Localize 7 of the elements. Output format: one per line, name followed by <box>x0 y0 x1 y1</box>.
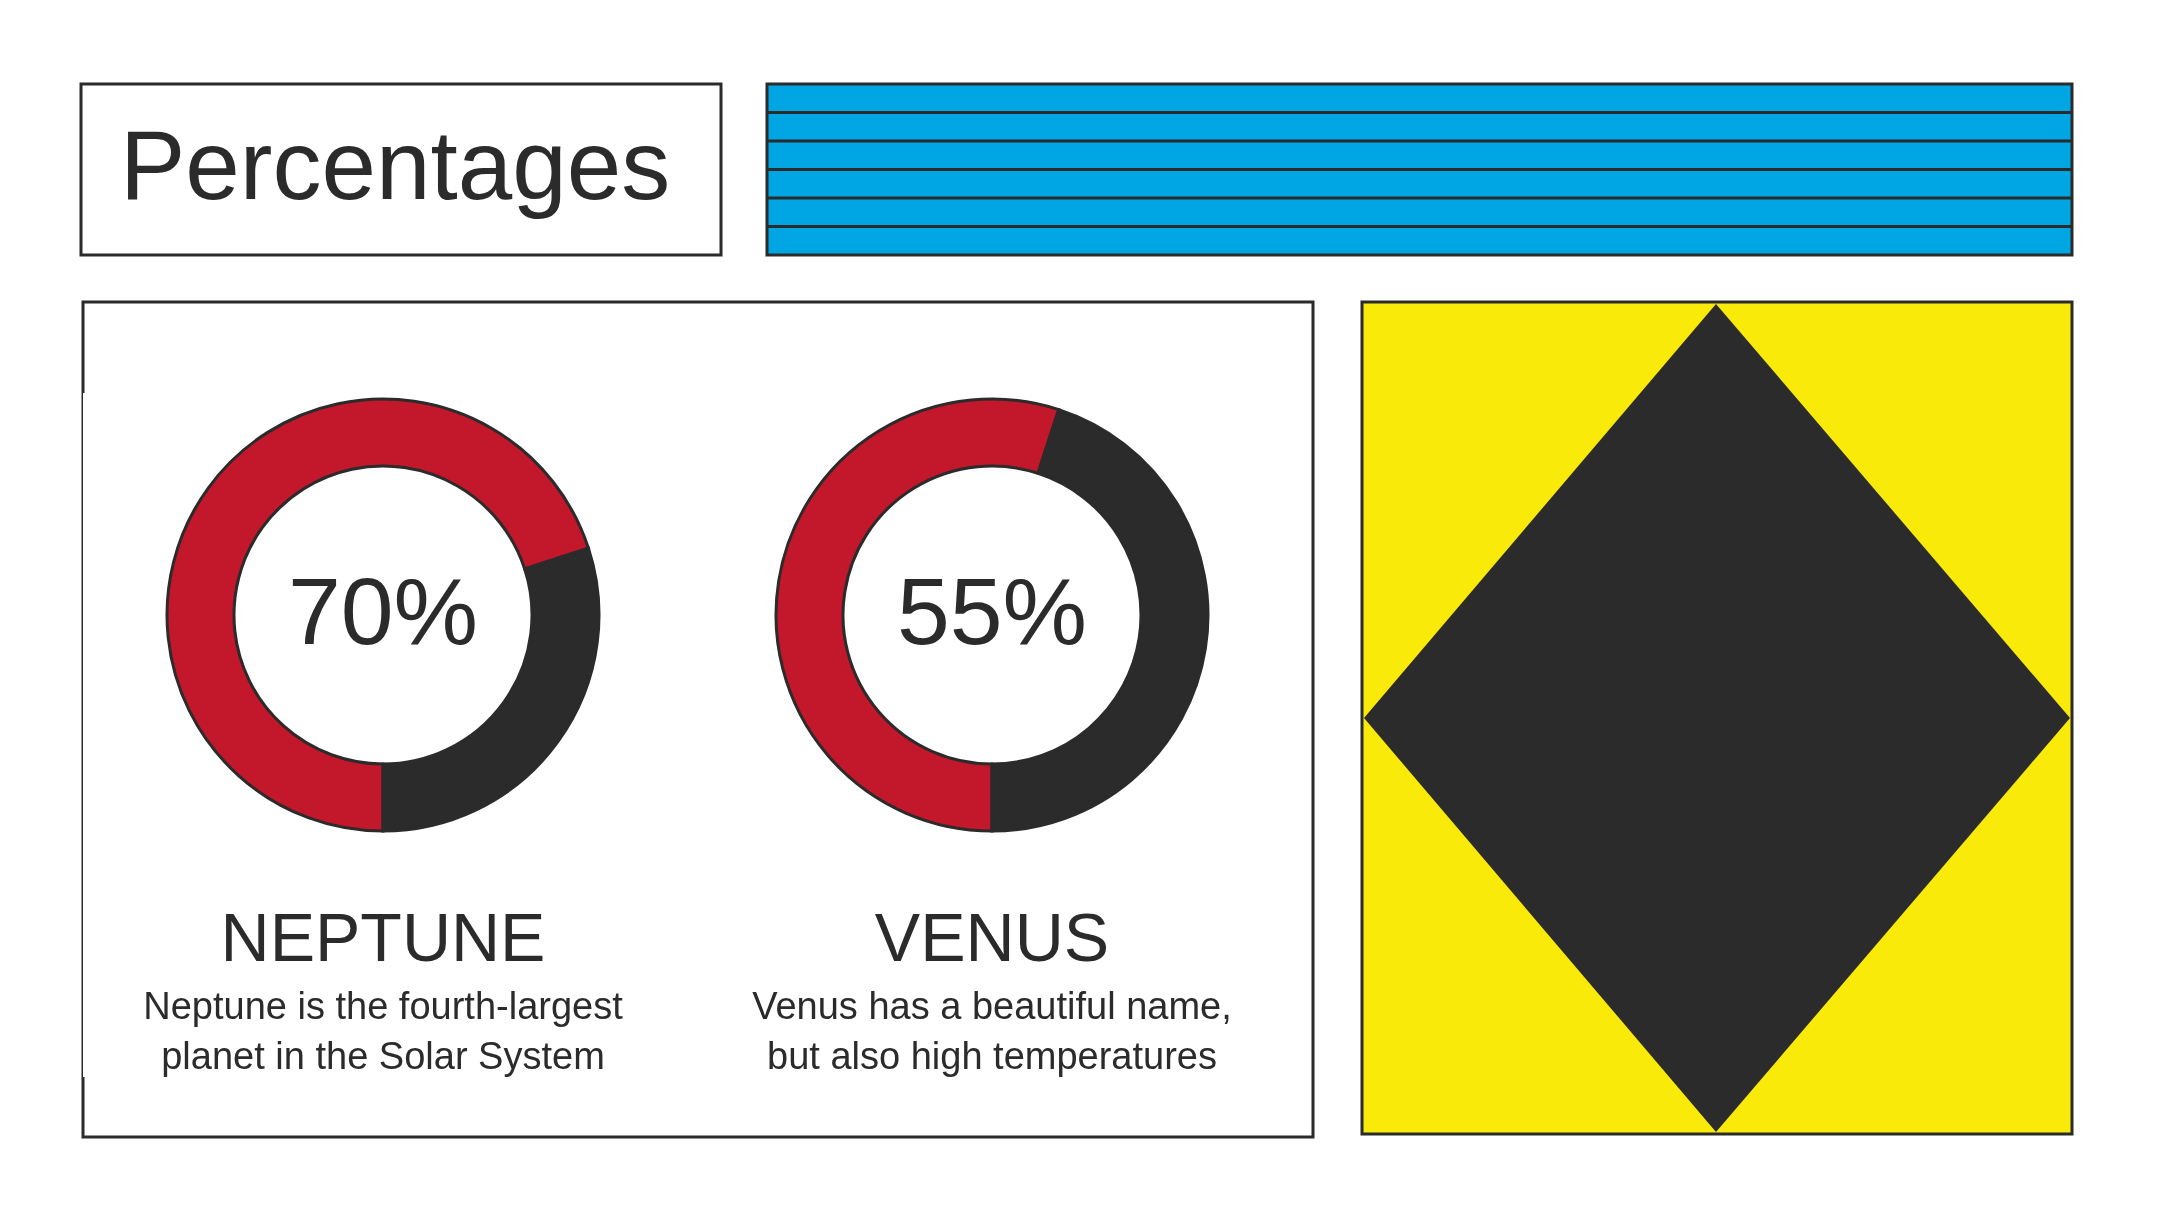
text: Neptune is the fourth-largest planet in the Solar System <box>143 985 624 1077</box>
data-label: 55% <box>896 558 1088 664</box>
text: VENUS <box>874 899 1110 975</box>
text: NEPTUNE <box>220 899 546 975</box>
data-label: 70% <box>287 558 479 664</box>
text: Percentages <box>120 110 671 220</box>
text: Venus has a beautiful name, but also high temperatures <box>752 985 1232 1077</box>
